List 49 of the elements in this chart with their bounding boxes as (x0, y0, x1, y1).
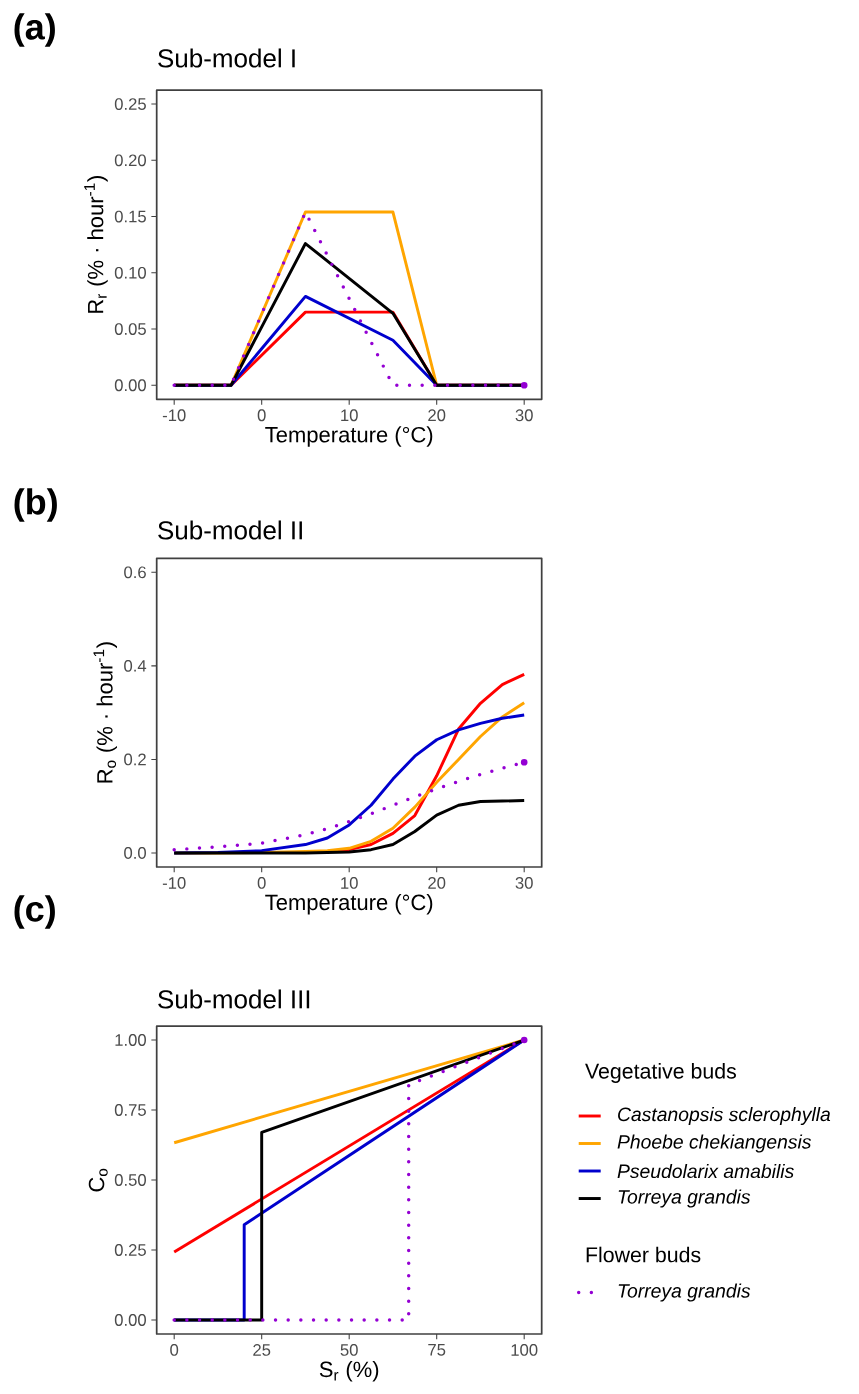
y-tick-label: 0.25 (114, 98, 146, 110)
x-tick-label: 20 (428, 877, 446, 889)
x-tick-label: 50 (340, 1344, 358, 1356)
y-axis-title: R$_{o}$ (% · hour$^{-1}$) (93, 642, 117, 783)
legend-label: Torreya grandis (618, 1189, 751, 1208)
legend-label: Castanopsis sclerophylla (618, 1106, 831, 1126)
y-tick-label: 0.4 (124, 659, 147, 672)
x-tick-label: 20 (428, 409, 446, 422)
x-tick-label: 100 (511, 1344, 538, 1356)
x-tick-label: 75 (428, 1344, 446, 1356)
text: (c) (14, 895, 55, 929)
legend-label: Torreya grandis (618, 1283, 751, 1302)
x-tick-label: -10 (162, 877, 186, 889)
y-tick-label: 0.0 (124, 847, 146, 859)
x-tick-label: 25 (253, 1344, 271, 1356)
y-tick-label: 0.25 (114, 1244, 146, 1256)
x-tick-label: 10 (341, 409, 358, 422)
text: Flower buds (586, 1246, 701, 1263)
y-tick-label: 0.00 (114, 1314, 146, 1326)
y-axis-title: R$_{r}$ (% · hour$^{-1}$) (84, 176, 108, 313)
y-tick-label: 0.50 (114, 1174, 146, 1186)
chart-title: Sub-model II (158, 520, 302, 540)
y-tick-label: 0.20 (114, 154, 146, 167)
x-tick-label: 0 (170, 1344, 179, 1356)
x-tick-label: 30 (515, 409, 533, 422)
x-tick-label: 10 (341, 877, 358, 889)
x-tick-label: 0 (257, 409, 266, 422)
x-axis-title: S$_{r}$ (%) (319, 1361, 379, 1382)
x-axis-title: Temperature (°C) (265, 894, 433, 915)
y-tick-label: 0.15 (114, 210, 146, 223)
text: (a) (14, 13, 55, 47)
y-tick-label: 0.10 (114, 266, 146, 279)
x-tick-label: 30 (515, 877, 533, 889)
y-tick-label: 0.00 (114, 379, 146, 392)
x-tick-label: 0 (257, 877, 266, 889)
text: (b) (14, 488, 57, 522)
y-tick-label: 0.05 (114, 323, 146, 335)
legend-label: Pseudolarix amabilis (617, 1163, 794, 1179)
chart-title: Sub-model III (158, 989, 310, 1009)
x-axis-title: Temperature (°C) (265, 426, 433, 447)
chart-title: Sub-model I (158, 48, 295, 68)
legend-label: Phoebe chekiangensis (617, 1134, 812, 1153)
y-tick-label: 0.75 (114, 1104, 146, 1116)
x-tick-label: -10 (162, 409, 186, 422)
legend-title: Vegetative buds (585, 1063, 736, 1083)
y-tick-label: 0.6 (124, 566, 146, 579)
y-tick-label: 0.2 (124, 753, 146, 766)
y-axis-title: C$_{o}$ (88, 1168, 108, 1192)
y-tick-label: 1.00 (115, 1034, 146, 1046)
